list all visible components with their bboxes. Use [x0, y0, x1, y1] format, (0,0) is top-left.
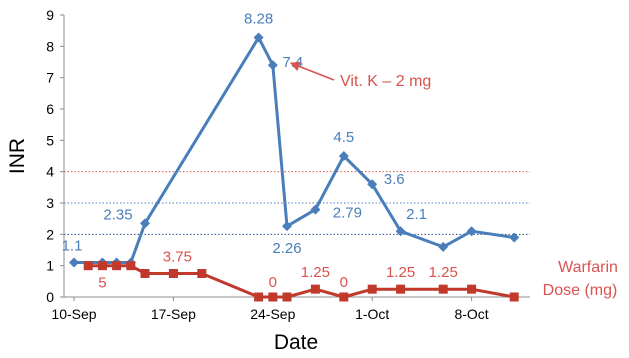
- dose-point: [197, 269, 207, 278]
- x-tick-label: 8-Oct: [454, 306, 488, 322]
- inr-data-label: 8.28: [244, 11, 273, 28]
- inr-point: [466, 226, 477, 237]
- inr-series-line: [74, 36, 515, 264]
- y-tick-label: 1: [46, 258, 54, 274]
- dose-point: [438, 284, 448, 294]
- dose-point: [140, 269, 150, 278]
- inr-point: [69, 257, 79, 268]
- y-tick-label: 7: [46, 70, 54, 86]
- dose-point: [254, 292, 264, 302]
- dose-point: [168, 269, 178, 278]
- inr-point: [282, 221, 292, 232]
- y-tick-label: 2: [46, 226, 54, 242]
- inr-data-label: 7.4: [282, 54, 303, 71]
- y-tick-labels: 0 1 2 3 4 5 6 7 8 9: [46, 7, 64, 305]
- annotation-text: Vit. K – 2 mg: [340, 73, 431, 90]
- dose-data-label: 5: [98, 275, 106, 292]
- y-tick-label: 4: [46, 164, 54, 180]
- x-tick-label: 1-Oct: [355, 306, 389, 322]
- dose-point: [268, 292, 278, 302]
- inr-point: [310, 204, 321, 215]
- legend-dose-line1: Warfarin: [558, 259, 618, 276]
- inr-data-label: 2.79: [333, 205, 362, 222]
- dose-point: [112, 261, 122, 271]
- annotation-arrow: [289, 61, 335, 81]
- legend: Warfarin Dose (mg): [543, 259, 618, 299]
- series-layer: [69, 32, 520, 302]
- dose-point: [126, 261, 136, 271]
- inr-point: [267, 60, 278, 71]
- inr-point: [367, 179, 378, 190]
- x-tick-label: 17-Sep: [151, 306, 196, 322]
- dose-point: [339, 292, 349, 302]
- inr-point: [253, 32, 264, 43]
- x-tick-label: 24-Sep: [250, 306, 295, 322]
- dose-point: [467, 284, 477, 294]
- inr-point: [140, 218, 150, 229]
- inr-data-label: 2.1: [406, 206, 427, 223]
- legend-dose-line2: Dose (mg): [543, 282, 618, 299]
- inr-data-label: 4.5: [333, 129, 354, 146]
- dose-point: [97, 261, 107, 271]
- dose-point: [509, 292, 519, 302]
- dose-data-label: 1.25: [386, 264, 415, 281]
- dose-data-label: 3.75: [163, 249, 192, 266]
- inr-point: [509, 232, 520, 243]
- inr-point: [395, 226, 406, 237]
- dose-point: [83, 261, 93, 271]
- axes: [63, 15, 530, 298]
- inr-data-label: 1.1: [62, 238, 83, 255]
- x-tick-label: 10-Sep: [51, 306, 96, 322]
- y-tick-label: 5: [46, 132, 54, 148]
- y-axis-title: INR: [6, 138, 29, 174]
- inr-data-label: 3.6: [384, 171, 405, 188]
- y-tick-label: 8: [46, 38, 54, 54]
- inr-point: [438, 241, 449, 252]
- dose-point: [367, 284, 377, 294]
- y-tick-label: 3: [46, 195, 54, 211]
- inr-point: [338, 151, 349, 161]
- dose-data-label: 0: [340, 274, 348, 291]
- y-tick-label: 6: [46, 101, 54, 117]
- x-axis-title: Date: [274, 331, 318, 354]
- reference-lines: [64, 171, 530, 235]
- dose-point: [282, 292, 292, 302]
- inr-data-label: 2.35: [103, 206, 132, 223]
- dose-data-label: 1.25: [301, 264, 330, 281]
- inr-data-label: 2.26: [272, 240, 301, 257]
- y-tick-label: 9: [46, 7, 54, 23]
- dose-point: [396, 284, 406, 294]
- x-tick-labels: 10-Sep 17-Sep 24-Sep 1-Oct 8-Oct: [51, 297, 489, 322]
- vitamin-k-annotation: Vit. K – 2 mg: [289, 61, 431, 90]
- dose-data-label: 0: [269, 274, 277, 291]
- dose-data-label: 1.25: [429, 264, 458, 281]
- y-tick-label: 0: [46, 289, 54, 305]
- dose-point: [310, 284, 320, 294]
- data-labels: 1.1 2.35 8.28 7.4 2.26 2.79 4.5 3.6 2.1 5 3.75 0 1.2…: [62, 11, 458, 292]
